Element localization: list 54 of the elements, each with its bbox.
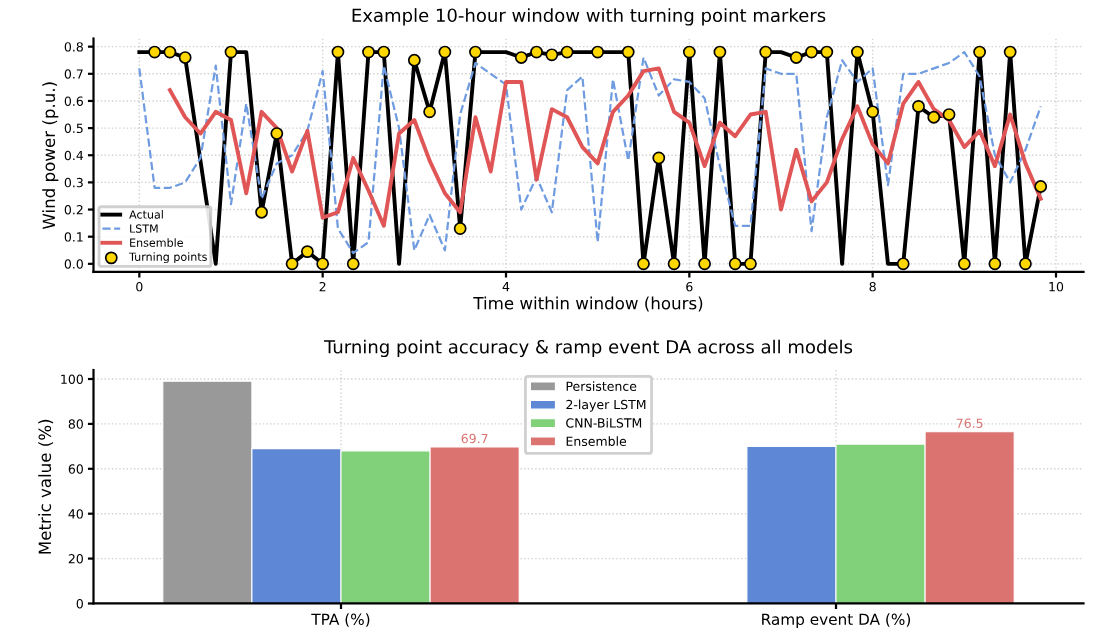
point — [713, 45, 727, 59]
point — [759, 45, 773, 59]
point — [652, 151, 666, 165]
point — [866, 105, 880, 119]
point — [346, 257, 360, 271]
point — [530, 45, 543, 59]
point — [453, 222, 467, 235]
point — [316, 257, 330, 271]
point — [682, 45, 696, 59]
point — [377, 45, 391, 59]
point — [637, 257, 650, 271]
point — [912, 99, 925, 113]
point — [224, 45, 238, 59]
point — [927, 110, 941, 124]
point — [331, 45, 345, 59]
point — [973, 45, 987, 59]
point — [957, 257, 971, 271]
point — [1034, 180, 1048, 193]
point — [667, 257, 681, 271]
point — [820, 45, 834, 59]
point — [255, 205, 268, 219]
point — [805, 45, 818, 59]
point — [362, 45, 375, 59]
point — [728, 257, 742, 271]
point — [698, 257, 712, 271]
y-axis-title: Metric value (%) — [38, 419, 54, 554]
point — [300, 245, 314, 259]
point — [560, 45, 574, 59]
point — [942, 108, 956, 121]
point — [988, 257, 1002, 271]
point — [591, 45, 605, 59]
point — [1003, 45, 1017, 59]
point — [744, 257, 757, 271]
point — [407, 53, 421, 67]
point — [896, 257, 910, 271]
line-series — [167, 66, 1043, 228]
point — [850, 45, 864, 59]
point — [789, 51, 803, 64]
point — [148, 45, 162, 59]
y-axis-title: Wind power (p.u.) — [42, 82, 59, 230]
point — [1019, 257, 1032, 271]
point — [545, 48, 559, 62]
point — [514, 51, 528, 64]
chart-title: Example 10-hour window with turning point markers — [352, 8, 826, 26]
x-axis-title: Time within window (hours) — [473, 296, 703, 312]
point — [163, 45, 177, 59]
point — [438, 45, 452, 59]
point — [285, 257, 299, 271]
chart-title: Turning point accuracy & ramp event DA across all models — [323, 339, 853, 358]
point — [621, 45, 635, 59]
point — [469, 45, 482, 59]
point — [423, 105, 437, 119]
point — [270, 127, 284, 140]
point — [178, 51, 192, 64]
